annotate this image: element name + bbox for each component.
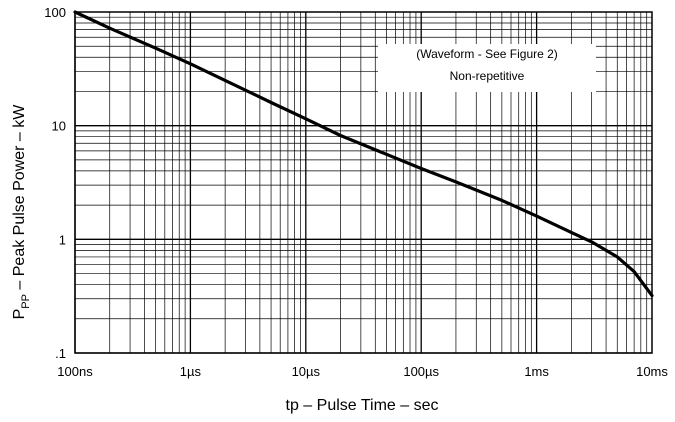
- y-axis-label-rest: – Peak Pulse Power – kW: [11, 104, 28, 294]
- annotation-box: (Waveform - See Figure 2) Non-repetitive: [378, 44, 596, 92]
- y-tick-label: 1: [59, 232, 66, 247]
- annotation-waveform: (Waveform - See Figure 2): [416, 47, 558, 61]
- y-axis-label: PPP – Peak Pulse Power – kW: [11, 104, 32, 320]
- annotation-non-repetitive: Non-repetitive: [450, 69, 525, 83]
- x-tick-label: 10ms: [636, 364, 668, 379]
- x-axis-label: tp – Pulse Time – sec: [286, 397, 439, 414]
- x-tick-label: 10µs: [292, 364, 321, 379]
- annotation-background: [378, 44, 596, 92]
- y-tick-label: 10: [52, 119, 66, 134]
- y-tick-label: 100: [44, 5, 66, 20]
- y-tick-label: .1: [55, 346, 66, 361]
- x-tick-label: 1ms: [524, 364, 549, 379]
- y-axis-label-subscript: PP: [20, 294, 32, 309]
- x-tick-label: 100µs: [403, 364, 439, 379]
- grid: [74, 11, 653, 354]
- y-axis-label-main: P: [11, 309, 28, 320]
- y-tick-labels: 100 10 1 .1: [44, 5, 66, 361]
- series-layer: [73, 10, 654, 298]
- plot-frame: [74, 11, 653, 354]
- series-line-0: [73, 10, 654, 298]
- x-tick-label: 1µs: [180, 364, 202, 379]
- x-tick-labels: 100ns 1µs 10µs 100µs 1ms 10ms: [57, 364, 668, 379]
- x-tick-label: 100ns: [57, 364, 93, 379]
